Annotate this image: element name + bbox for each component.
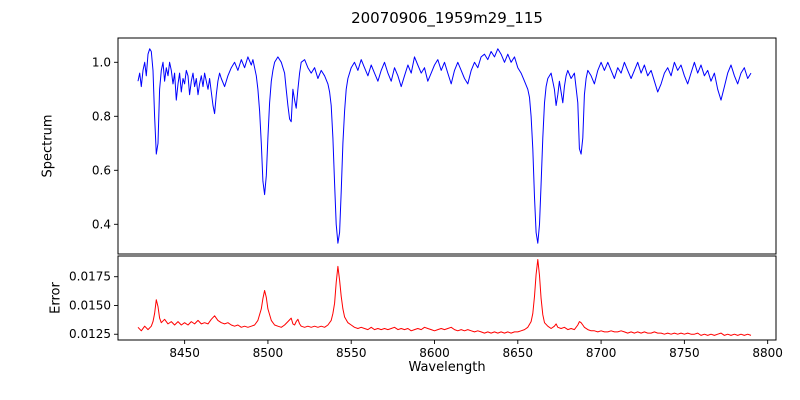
error-panel-frame: [117, 255, 777, 341]
x-tick-label: 8650: [503, 346, 534, 360]
x-tick-label: 8450: [169, 346, 200, 360]
y-tick-label: 0.4: [92, 217, 111, 231]
error-y-axis-label: Error: [48, 282, 64, 314]
x-tick-label: 8800: [752, 346, 783, 360]
x-tick-label: 8600: [419, 346, 450, 360]
chart-title: 20070906_1959m29_115: [351, 9, 543, 27]
spectrum-panel-line: [137, 48, 752, 244]
x-tick-label: 8750: [669, 346, 700, 360]
error-panel-line: [137, 259, 752, 336]
x-tick-label: 8550: [336, 346, 367, 360]
spectrum-y-axis-label: Spectrum: [40, 114, 56, 178]
y-tick-label: 0.0175: [69, 270, 111, 284]
y-tick-label: 0.8: [92, 109, 111, 123]
x-tick-label: 8500: [253, 346, 284, 360]
x-axis-label: Wavelength: [408, 360, 486, 375]
x-tick-label: 8700: [586, 346, 617, 360]
y-tick-label: 0.6: [92, 163, 111, 177]
y-tick-label: 0.0150: [69, 298, 111, 312]
y-tick-label: 1.0: [92, 55, 111, 69]
spectrum-panel-frame: [117, 37, 777, 255]
y-tick-label: 0.0125: [69, 327, 111, 341]
